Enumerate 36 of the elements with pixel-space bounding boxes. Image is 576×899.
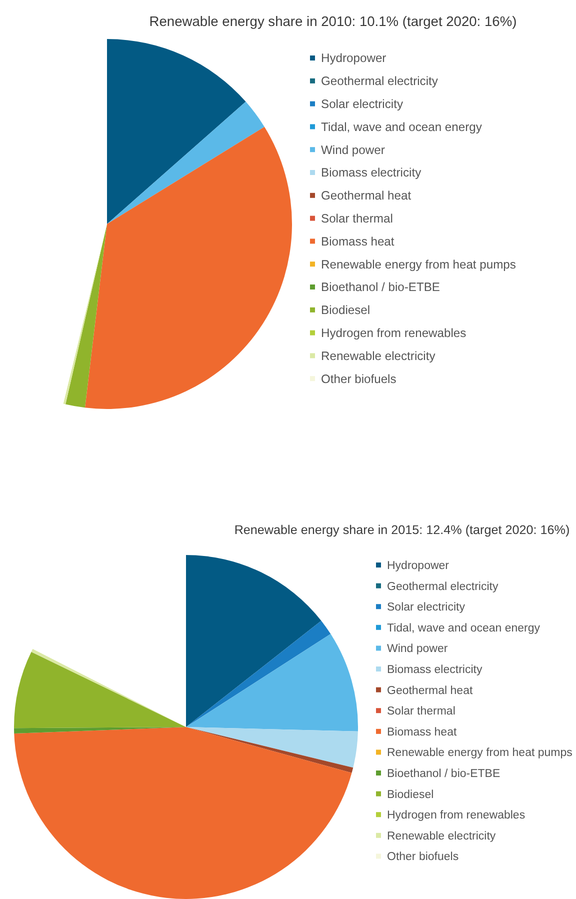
legend-label: Geothermal heat (321, 188, 412, 203)
legend-label: Hydropower (387, 560, 450, 572)
legend-label: Tidal, wave and ocean energy (321, 120, 483, 134)
legend-label: Other biofuels (387, 851, 459, 864)
legend-label: Hydropower (321, 51, 386, 66)
legend-label: Hydrogen from renewables (321, 326, 466, 340)
legend-label: Wind power (321, 142, 385, 157)
legend-label: Geothermal heat (387, 684, 474, 697)
legend-label: Renewable electricity (387, 830, 496, 842)
legend-label: Biomass electricity (321, 166, 422, 180)
pie-slice (186, 620, 331, 727)
pie-slice (186, 555, 322, 727)
legend-label: Renewable energy from heat pumps (387, 747, 573, 760)
legend-label: Renewable energy from heat pumps (321, 257, 516, 272)
legend-label: Hydrogen from renewables (387, 810, 526, 822)
chart-title: Renewable energy share in 2015: 12.4% (target 2020: 16%) (234, 523, 570, 537)
legend-label: Solar thermal (321, 212, 393, 226)
legend-label: Bioethanol / bio-ETBE (387, 768, 500, 780)
legend-label: Biomass heat (387, 726, 458, 738)
chart-title: Renewable energy share in 2010: 10.1% (target 2020: 16%) (149, 14, 517, 29)
legend-label: Bioethanol / bio-ETBE (321, 280, 440, 294)
legend-label: Geothermal electricity (387, 580, 498, 593)
legend-label: Renewable electricity (321, 348, 436, 363)
legend-label: Solar thermal (387, 706, 456, 718)
legend-label: Wind power (387, 643, 448, 656)
legend-label: Solar electricity (387, 602, 466, 614)
legend-label: Geothermal electricity (321, 74, 439, 88)
pie-slice (14, 727, 352, 899)
legend-label: Biodiesel (387, 788, 434, 801)
legend-label: Biomass heat (321, 234, 395, 248)
legend-label: Solar electricity (321, 97, 404, 112)
legend-label: Biodiesel (321, 303, 370, 318)
pie-slice (186, 634, 358, 732)
legend-label: Tidal, wave and ocean energy (387, 622, 540, 634)
legend-label: Biomass electricity (387, 664, 482, 676)
legend-label: Other biofuels (321, 372, 396, 386)
